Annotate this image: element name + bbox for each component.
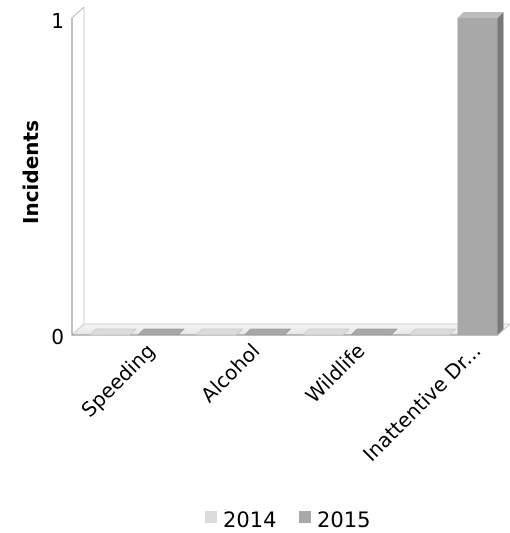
bar-2015-alcohol-slab <box>243 328 292 336</box>
bar-2015-speeding-slab <box>137 328 185 336</box>
x-tick-label-inattentive: Inattentive Dr... <box>358 339 485 466</box>
bar-2015-inattentive-dr-front <box>457 18 498 335</box>
bar-2014-alcohol-slab <box>195 328 244 336</box>
x-tick-label-wildlife: Wildlife <box>301 339 370 408</box>
legend-label-2015: 2015 <box>317 508 370 532</box>
legend-swatch-2015 <box>299 511 311 523</box>
side-wall-top-edge <box>71 6 85 19</box>
legend: 2014 2015 <box>205 508 370 532</box>
x-tick-label-speeding: Speeding <box>76 339 159 422</box>
legend-swatch-2014 <box>205 511 217 523</box>
bar-2014-speeding-slab <box>89 328 137 336</box>
y-tick-label-max: 1 <box>51 9 64 33</box>
x-tick-label-alcohol: Alcohol <box>196 339 265 408</box>
bar-2014-wildlife-slab <box>302 328 350 336</box>
bar-2014-inattentive-dr-slab <box>408 328 457 336</box>
bar-2015-wildlife-slab <box>350 328 398 336</box>
legend-label-2014: 2014 <box>223 508 276 532</box>
plot-frame <box>70 6 510 336</box>
y-tick-label-min: 0 <box>51 325 64 349</box>
y-axis-title: Incidents <box>19 120 43 224</box>
bar-2015-inattentive-dr-side <box>497 12 504 335</box>
bars <box>89 12 504 336</box>
bar-2015-inattentive-dr-top <box>457 12 504 18</box>
